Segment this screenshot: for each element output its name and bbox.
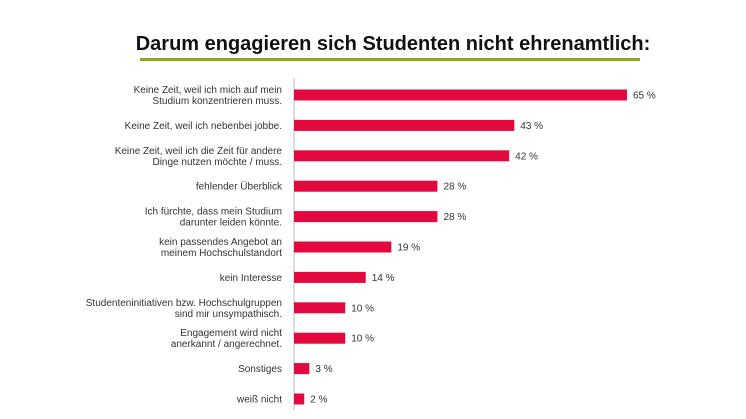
bar <box>294 332 346 344</box>
value-label: 14 % <box>372 273 395 284</box>
bar <box>294 180 438 192</box>
value-label: 2 % <box>310 395 327 406</box>
category-label: Studenteninitiativen bzw. Hochschulgrupp… <box>86 298 282 320</box>
category-label-line: Dinge nutzen möchte / muss. <box>152 157 282 168</box>
category-label: Keine Zeit, weil ich mich auf mein Studiu… <box>134 85 282 107</box>
category-label: Ich fürchte, dass mein Studium darunter l… <box>145 207 282 229</box>
value-label: 3 % <box>315 364 332 375</box>
bar <box>294 302 346 314</box>
value-label: 42 % <box>515 151 538 162</box>
bar <box>294 150 510 162</box>
value-label: 10 % <box>351 334 374 345</box>
category-label-line: Ich fürchte, dass mein Studium <box>145 207 282 218</box>
value-label: 43 % <box>520 121 543 132</box>
category-label: Keine Zeit, weil ich die Zeit für andere… <box>115 146 283 168</box>
category-label-line: kein Interesse <box>220 273 283 284</box>
category-label-line: Sonstiges <box>238 364 282 375</box>
value-label: 28 % <box>443 182 466 193</box>
category-label: weiß nicht <box>236 395 282 406</box>
category-label: Engagement wird nicht anerkannt / angerec… <box>171 328 282 350</box>
category-label: kein passendes Angebot an meinem Hochschu… <box>159 237 282 259</box>
bar <box>294 241 392 253</box>
category-label-line: weiß nicht <box>236 395 282 406</box>
bars-group: Keine Zeit, weil ich mich auf mein Studiu… <box>86 85 656 406</box>
value-label: 65 % <box>633 91 656 102</box>
category-label-line: fehlender Überblick <box>196 181 283 193</box>
bar <box>294 211 438 223</box>
category-label-line: darunter leiden könnte. <box>180 218 282 229</box>
bar <box>294 119 515 131</box>
category-label: fehlender Überblick <box>196 181 283 193</box>
bar <box>294 271 366 283</box>
category-label-line: Keine Zeit, weil ich mich auf mein <box>134 85 282 96</box>
category-label-line: Studium konzentrieren muss. <box>152 96 282 107</box>
category-label-line: Engagement wird nicht <box>180 328 282 339</box>
category-label-line: Keine Zeit, weil ich nebenbei jobbe. <box>125 121 282 132</box>
title-underline <box>140 58 640 61</box>
category-label: kein Interesse <box>220 273 283 284</box>
category-label: Sonstiges <box>238 364 282 375</box>
category-label-line: meinem Hochschulstandort <box>161 248 282 259</box>
category-label: Keine Zeit, weil ich nebenbei jobbe. <box>125 121 282 132</box>
bar <box>294 363 310 375</box>
chart-title: Darum engagieren sich Studenten nicht eh… <box>135 33 651 55</box>
category-label-line: Studenteninitiativen bzw. Hochschulgrupp… <box>86 298 282 309</box>
category-label-line: Keine Zeit, weil ich die Zeit für andere <box>115 146 283 157</box>
value-label: 19 % <box>397 243 420 254</box>
bar <box>294 393 305 405</box>
category-label-line: sind mir unsympathisch. <box>175 309 282 320</box>
category-label-line: kein passendes Angebot an <box>159 237 282 248</box>
value-label: 10 % <box>351 303 374 314</box>
value-label: 28 % <box>443 212 466 223</box>
bar <box>294 89 627 101</box>
category-label-line: anerkannt / angerechnet. <box>171 339 282 350</box>
